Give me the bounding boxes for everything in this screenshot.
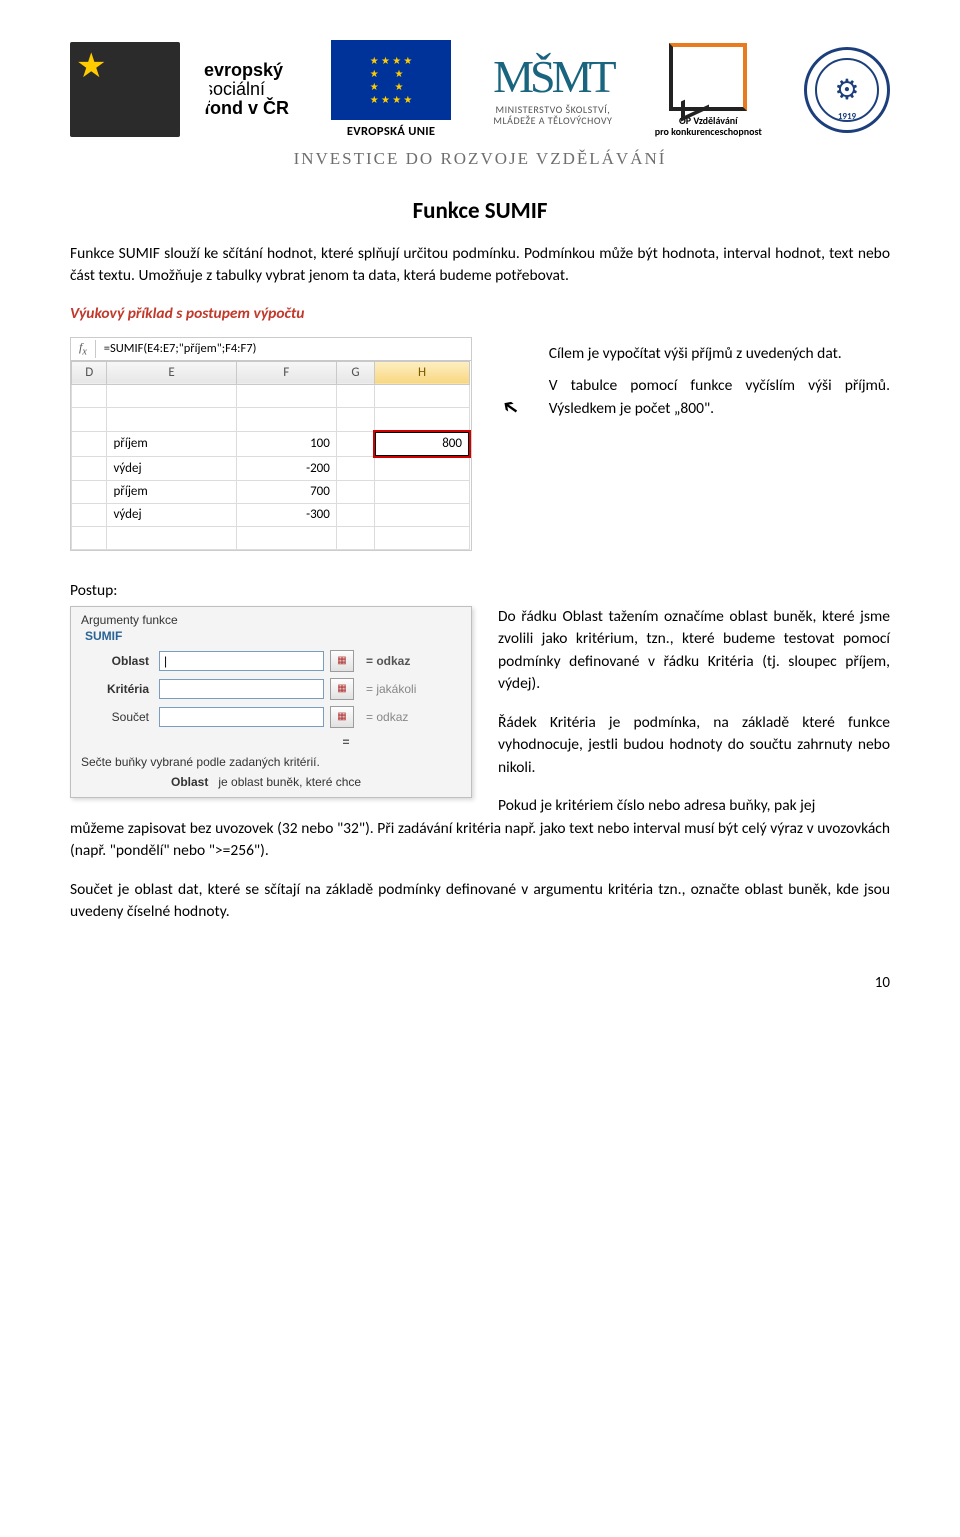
formula-bar: fx =SUMIF(E4:E7;"příjem";F4:F7) (71, 338, 471, 361)
op-logo-icon (669, 43, 747, 111)
col-H: H (375, 361, 470, 384)
row3-label: příjem (107, 480, 236, 503)
field-hint-soucet: = odkaz (366, 710, 408, 724)
esf-logo-icon: ★ (70, 42, 180, 137)
col-header-row: D E F G H (72, 361, 470, 384)
eu-label: EVROPSKÁ UNIE (347, 124, 435, 139)
row4-label: výdej (107, 503, 236, 526)
gear-icon: ⚙ (834, 72, 859, 107)
esf-line2: sociální (204, 80, 289, 99)
eu-flag-icon: ★ ★ ★ ★★ ★★ ★★ ★ ★ ★ (331, 40, 451, 120)
col-G: G (336, 361, 374, 384)
op-line2: pro konkurenceschopnost (655, 125, 762, 138)
sub-text: je oblast buněk, které chce (218, 775, 361, 789)
table-row: příjem 700 (72, 480, 470, 503)
excel-example-row: fx =SUMIF(E4:E7;"příjem";F4:F7) D E F G … (70, 337, 890, 551)
field-label-oblast: Oblast (81, 654, 153, 668)
field-hint-oblast: = odkaz (366, 654, 410, 668)
table-row: příjem 100 800 (72, 431, 470, 456)
range-picker-icon[interactable]: ▦ (330, 706, 354, 728)
msmt-line2: MLÁDEŽE A TĚLOVÝCHOVY (493, 114, 612, 127)
excel-snippet: fx =SUMIF(E4:E7;"příjem";F4:F7) D E F G … (70, 337, 472, 551)
formula-text: =SUMIF(E4:E7;"příjem";F4:F7) (96, 341, 257, 356)
postup-label: Postup: (70, 581, 890, 600)
dialog-function-name: SUMIF (71, 629, 471, 647)
eu-logo: ★ ★ ★ ★★ ★★ ★★ ★ ★ ★ EVROPSKÁ UNIE (331, 40, 451, 139)
dialog-sub-description: Oblast je oblast buněk, které chce (71, 773, 471, 797)
dialog-title: Argumenty funkce (71, 607, 471, 629)
document-page: ★ evropský sociální fond v ČR ★ ★ ★ ★★ ★… (0, 0, 960, 1032)
function-arguments-dialog: Argumenty funkce SUMIF Oblast ▦ = odkaz … (70, 606, 472, 798)
wrap-paragraph: můžeme zapisovat bez uvozovek (32 nebo "… (70, 818, 890, 863)
row3-value: 700 (236, 480, 336, 503)
row2-label: výdej (107, 456, 236, 480)
row4-value: -300 (236, 503, 336, 526)
seal-year: 1919 (838, 111, 856, 122)
section-red-heading: Výukový příklad s postupem výpočtu (70, 304, 890, 323)
esf-line3: fond v ČR (204, 99, 289, 118)
page-number: 10 (70, 974, 890, 992)
col-D: D (72, 361, 107, 384)
table-row: výdej -200 (72, 456, 470, 480)
banner-text: INVESTICE DO ROZVOJE VZDĚLÁVÁNÍ (70, 149, 890, 169)
row1-value: 100 (236, 431, 336, 456)
col-F: F (236, 361, 336, 384)
field-label-soucet: Součet (81, 710, 153, 724)
dialog-side-p2a: Řádek Kritéria je podmínka, na základě k… (498, 712, 890, 779)
range-picker-icon[interactable]: ▦ (330, 650, 354, 672)
dialog-side-p1: Do řádku Oblast tažením označíme oblast … (498, 606, 890, 696)
side-text-2: V tabulce pomocí funkce vyčíslím výši př… (549, 375, 890, 420)
fx-icon: fx (71, 340, 96, 357)
pointer-arrow-icon: ➔ (496, 392, 524, 422)
field-input-oblast[interactable] (159, 651, 324, 671)
field-input-kriteria[interactable] (159, 679, 324, 699)
table-row: výdej -300 (72, 503, 470, 526)
range-picker-icon[interactable]: ▦ (330, 678, 354, 700)
col-E: E (107, 361, 236, 384)
side-text-1: Cílem je vypočítat výši příjmů z uvedený… (549, 343, 890, 365)
field-kriteria: Kritéria ▦ = jakákoli (71, 675, 471, 703)
sub-key: Oblast (81, 775, 215, 789)
header-logos: ★ evropský sociální fond v ČR ★ ★ ★ ★★ ★… (70, 40, 890, 139)
dialog-side-text: Do řádku Oblast tažením označíme oblast … (498, 606, 890, 818)
seal-logo: ⚙ 1919 (804, 47, 890, 133)
field-input-soucet[interactable] (159, 707, 324, 727)
field-hint-kriteria: = jakákoli (366, 682, 416, 696)
dialog-eq: = (71, 731, 471, 751)
msmt-logo: MŠMT MINISTERSTVO ŠKOLSTVÍ, MLÁDEŽE A TĚ… (493, 54, 612, 126)
dialog-side-p2b: Pokud je kritériem číslo nebo adresa buň… (498, 795, 890, 817)
dialog-row: Argumenty funkce SUMIF Oblast ▦ = odkaz … (70, 606, 890, 818)
msmt-logo-icon: MŠMT (493, 54, 612, 100)
bottom-paragraph: Součet je oblast dat, které se sčítají n… (70, 879, 890, 924)
excel-side-text: Cílem je vypočítat výši příjmů z uvedený… (549, 337, 890, 430)
esf-logo: ★ evropský sociální fond v ČR (70, 42, 289, 137)
dialog-description: Sečte buňky vybrané podle zadaných krité… (71, 751, 471, 773)
field-soucet: Součet ▦ = odkaz (71, 703, 471, 731)
result-cell: 800 (375, 431, 470, 456)
excel-sheet: D E F G H příjem 100 (71, 361, 471, 550)
page-title: Funkce SUMIF (70, 197, 890, 225)
field-oblast: Oblast ▦ = odkaz (71, 647, 471, 675)
op-logo: OP Vzdělávání pro konkurenceschopnost (655, 43, 762, 137)
field-label-kriteria: Kritéria (81, 682, 153, 696)
row1-label: příjem (107, 431, 236, 456)
esf-line1: evropský (204, 61, 289, 80)
intro-paragraph: Funkce SUMIF slouží ke sčítání hodnot, k… (70, 243, 890, 288)
row2-value: -200 (236, 456, 336, 480)
